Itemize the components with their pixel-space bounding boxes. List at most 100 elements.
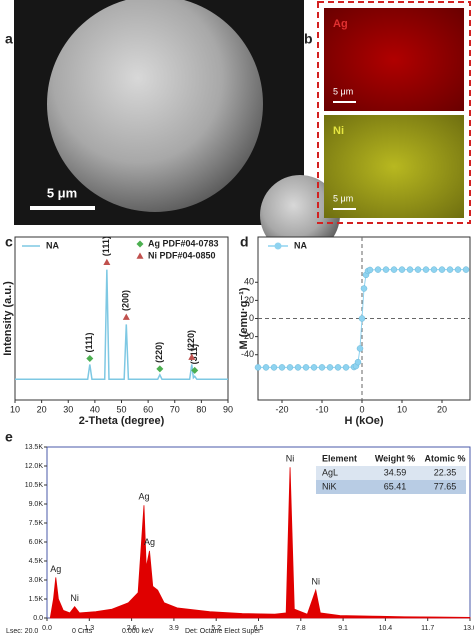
x-tick-label: 3.9 [169, 625, 179, 632]
data-point [278, 364, 286, 371]
peak-marker [86, 355, 94, 363]
y-tick-label: 13.5K [25, 444, 44, 451]
map-element: Ni [333, 125, 344, 137]
data-point [360, 285, 368, 292]
peak-label: Ag [144, 537, 155, 547]
legend-label: NA [294, 240, 307, 250]
y-tick-label: 20 [244, 295, 254, 305]
x-tick-label: 0 [359, 404, 364, 414]
panel-label: c [5, 234, 13, 250]
data-point [254, 364, 262, 371]
map-frame [317, 1, 471, 224]
ni-map [324, 115, 464, 218]
table-cell: 65.41 [384, 481, 407, 491]
data-point [342, 364, 350, 371]
y-tick-label: 0.0 [33, 615, 43, 622]
scale-bar-label: 5 μm [333, 193, 353, 203]
y-axis-label: Intensity (a.u.) [2, 281, 14, 356]
particle [47, 0, 263, 212]
legend-marker [136, 252, 144, 259]
y-axis-label: M (emu·g⁻¹) [238, 287, 250, 349]
peak-marker [188, 353, 196, 360]
panel-label: e [5, 429, 13, 445]
table-cell: NiK [322, 481, 337, 491]
x-axis-label: 2-Theta (degree) [79, 415, 165, 427]
x-tick-label: 0.0 [42, 625, 52, 632]
data-point [414, 266, 422, 273]
data-line [15, 269, 228, 381]
peak-label: Ag [138, 492, 149, 502]
data-point [454, 266, 462, 273]
data-point [356, 345, 364, 352]
footer-text: Lsec: 20.0 [6, 628, 38, 635]
peak-label: Ag [50, 564, 61, 574]
data-point [422, 266, 430, 273]
peak-marker [103, 258, 111, 265]
data-point [270, 364, 278, 371]
peak-label: (220) [154, 342, 164, 363]
peak-marker [191, 366, 199, 374]
footer-text: 0.000 keV [122, 628, 154, 635]
x-tick-label: 10.4 [379, 625, 393, 632]
table-header: Weight % [375, 453, 415, 463]
data-point [398, 266, 406, 273]
table-cell: AgL [322, 467, 338, 477]
legend-marker [136, 240, 144, 248]
panel-label: d [240, 234, 249, 250]
x-tick-label: 9.1 [338, 625, 348, 632]
peak-label: (220) [186, 330, 196, 351]
x-tick-label: -20 [275, 404, 288, 414]
y-tick-label: 7.5K [29, 520, 44, 527]
data-point [358, 315, 366, 322]
data-point [294, 364, 302, 371]
x-tick-label: 10 [10, 404, 20, 414]
y-tick-label: -40 [241, 349, 254, 359]
x-tick-label: 80 [196, 404, 206, 414]
x-tick-label: 50 [116, 404, 126, 414]
table-header: Atomic % [424, 453, 465, 463]
data-point [462, 266, 470, 273]
data-point [310, 364, 318, 371]
peak-label: Ni [312, 577, 321, 587]
data-point [446, 266, 454, 273]
data-point [366, 266, 374, 274]
peak-label: (200) [121, 290, 131, 311]
table-row [316, 466, 466, 480]
spectrum-area [49, 467, 471, 619]
data-point [286, 364, 294, 371]
x-tick-label: 20 [437, 404, 447, 414]
data-point [382, 266, 390, 273]
x-tick-label: 20 [37, 404, 47, 414]
table-header: Element [322, 453, 357, 463]
peak-marker [156, 365, 164, 373]
scale-bar-label: 5 μm [47, 185, 77, 200]
data-point [354, 358, 362, 366]
data-point [262, 364, 270, 371]
legend-label: Ni PDF#04-0850 [148, 250, 216, 260]
y-tick-label: 4.5K [29, 558, 44, 565]
legend-label: NA [46, 240, 59, 250]
map-element: Ag [333, 18, 348, 30]
y-tick-label: 12.0K [25, 463, 44, 470]
legend-label: Ag PDF#04-0783 [148, 238, 219, 248]
table-row [316, 480, 466, 494]
y-tick-label: 6.0K [29, 539, 44, 546]
x-tick-label: 30 [63, 404, 73, 414]
data-point [334, 364, 342, 371]
peak-label: Ni [70, 593, 79, 603]
y-tick-label: -20 [241, 331, 254, 341]
ag-map [324, 8, 464, 111]
data-point [430, 266, 438, 273]
x-tick-label: 10 [397, 404, 407, 414]
peak-marker [122, 313, 130, 320]
y-tick-label: 1.5K [29, 596, 44, 603]
table-cell: 34.59 [384, 467, 407, 477]
data-point [318, 364, 326, 371]
peak-label: (311) [189, 344, 199, 365]
data-point [406, 266, 414, 273]
scale-bar-label: 5 μm [333, 86, 353, 96]
panel-label: a [5, 31, 13, 47]
y-tick-label: 9.0K [29, 501, 44, 508]
legend-marker [274, 242, 282, 250]
